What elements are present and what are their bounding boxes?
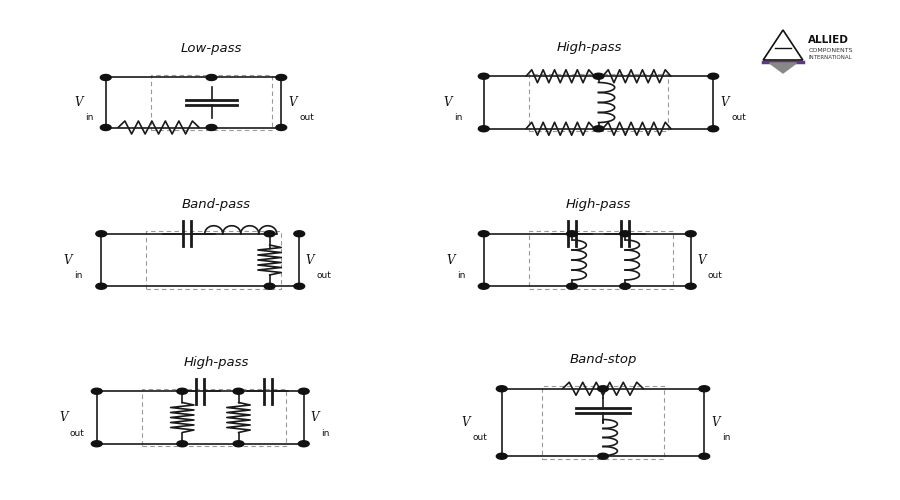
Circle shape [100, 74, 111, 80]
Text: out: out [317, 271, 331, 280]
Text: V: V [58, 411, 68, 424]
Text: V: V [446, 254, 454, 266]
Text: Band-pass: Band-pass [182, 198, 250, 211]
Text: V: V [310, 411, 319, 424]
Circle shape [619, 283, 630, 289]
Circle shape [233, 388, 244, 394]
Text: in: in [85, 114, 94, 122]
Text: V: V [306, 254, 314, 266]
Circle shape [91, 388, 102, 394]
Circle shape [176, 441, 188, 447]
Circle shape [293, 283, 304, 289]
Circle shape [95, 283, 106, 289]
Circle shape [293, 231, 304, 237]
Circle shape [497, 386, 508, 392]
Bar [542, 386, 664, 459]
Circle shape [176, 388, 188, 394]
Circle shape [479, 231, 490, 237]
Circle shape [479, 73, 490, 79]
Text: in: in [456, 271, 465, 280]
Circle shape [91, 441, 102, 447]
Text: High-pass: High-pass [184, 356, 248, 369]
Circle shape [619, 231, 630, 237]
Bar [529, 231, 673, 289]
Circle shape [686, 283, 697, 289]
Circle shape [95, 231, 106, 237]
Circle shape [206, 124, 217, 130]
Bar [146, 231, 281, 289]
Text: in: in [74, 271, 83, 280]
Text: V: V [74, 96, 83, 109]
Text: V: V [698, 254, 706, 266]
Bar [529, 74, 668, 131]
Circle shape [233, 441, 244, 447]
Polygon shape [770, 63, 796, 73]
Bar [142, 389, 286, 446]
Text: V: V [63, 254, 72, 266]
Bar [150, 75, 272, 130]
Circle shape [299, 388, 310, 394]
Circle shape [265, 231, 275, 237]
Circle shape [567, 231, 578, 237]
Text: out: out [299, 114, 314, 122]
Text: in: in [321, 428, 329, 438]
Text: V: V [721, 96, 729, 109]
Text: V: V [712, 416, 720, 429]
Text: V: V [443, 96, 452, 109]
Circle shape [276, 124, 286, 130]
Circle shape [708, 73, 719, 79]
Circle shape [699, 386, 710, 392]
Text: High-pass: High-pass [557, 40, 622, 54]
Circle shape [276, 74, 286, 80]
Circle shape [299, 441, 310, 447]
Circle shape [100, 124, 111, 130]
Circle shape [206, 74, 217, 80]
Text: out: out [732, 114, 746, 122]
Circle shape [699, 453, 710, 459]
Circle shape [593, 126, 604, 132]
Text: Low-pass: Low-pass [181, 42, 242, 55]
Text: in: in [454, 114, 463, 122]
Circle shape [479, 126, 490, 132]
Text: V: V [462, 416, 470, 429]
Circle shape [708, 126, 719, 132]
Text: ALLIED: ALLIED [808, 35, 849, 45]
Circle shape [567, 283, 578, 289]
Text: COMPONENTS: COMPONENTS [808, 48, 852, 52]
Text: INTERNATIONAL: INTERNATIONAL [808, 55, 851, 60]
Circle shape [598, 386, 608, 392]
Circle shape [265, 283, 275, 289]
Text: out: out [707, 271, 723, 280]
Text: in: in [723, 434, 731, 442]
Circle shape [479, 283, 490, 289]
Text: out: out [69, 428, 85, 438]
Circle shape [686, 231, 697, 237]
Text: Band-stop: Band-stop [570, 353, 636, 366]
Text: out: out [472, 434, 487, 442]
Circle shape [598, 453, 608, 459]
Text: High-pass: High-pass [566, 198, 631, 211]
Circle shape [497, 453, 508, 459]
Circle shape [593, 73, 604, 79]
Text: V: V [288, 96, 297, 109]
